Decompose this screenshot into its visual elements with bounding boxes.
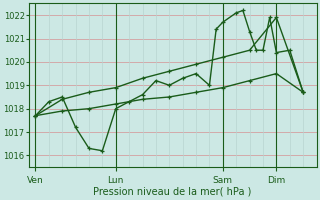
X-axis label: Pression niveau de la mer( hPa ): Pression niveau de la mer( hPa )	[93, 187, 252, 197]
